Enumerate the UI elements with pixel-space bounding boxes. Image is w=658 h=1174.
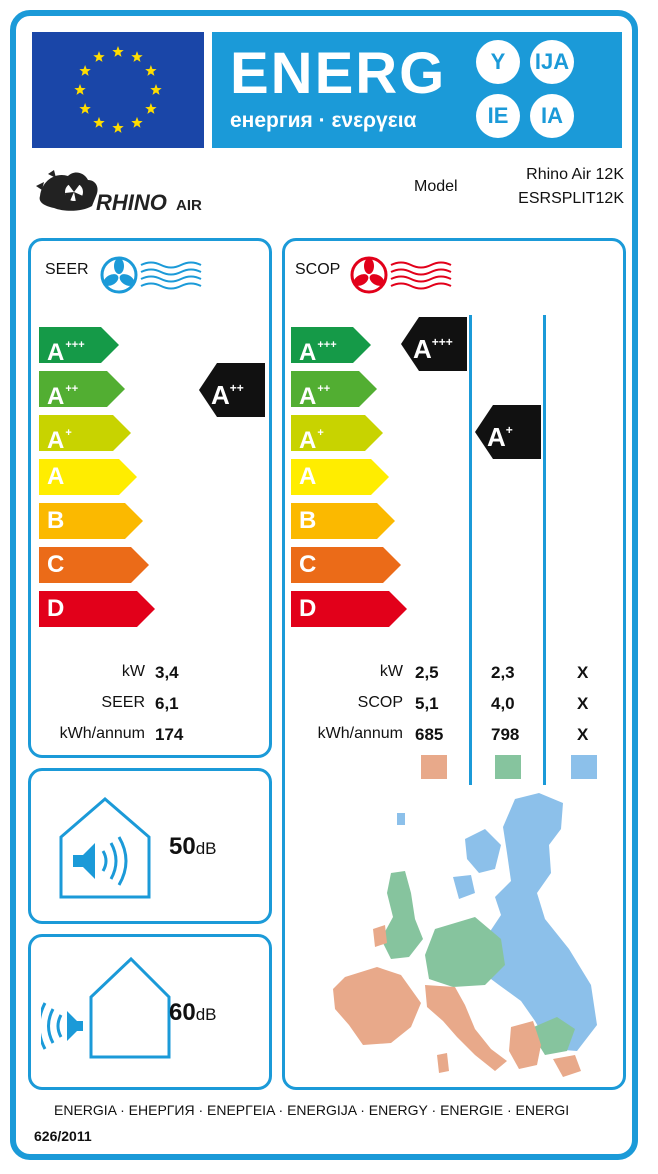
model-name: Rhino Air 12K — [526, 166, 624, 183]
scop-rating-arrow-warmer: A+++ — [401, 317, 467, 371]
cooling-fan-icon — [100, 256, 202, 294]
scop-class-bar: A+ — [291, 415, 383, 454]
scop-row-label: kWh/annum — [317, 725, 403, 742]
scop-class-label: A — [299, 463, 317, 490]
scop-class-label: A+++ — [299, 339, 337, 366]
seer-row-label: kWh/annum — [59, 725, 145, 742]
average-zone-swatch — [495, 755, 521, 779]
scop-row-value: 4,0 — [491, 694, 515, 713]
scop-class-bar: A+++ — [291, 327, 371, 366]
scop-class-bar: C — [291, 547, 401, 583]
model-label: Model — [414, 178, 458, 195]
seer-row-label: kW — [121, 663, 145, 680]
scop-row-label: kW — [379, 663, 403, 680]
warmer-zone-swatch — [421, 755, 447, 779]
svg-text:AIR: AIR — [176, 197, 202, 214]
model-code: ESRSPLIT12K — [518, 190, 624, 207]
lang-badge: Y — [476, 40, 520, 84]
outdoor-noise-panel: 60dB — [28, 934, 272, 1090]
energy-header: ENERG енергия · ενεργεια Y IJA IE IA — [212, 32, 622, 148]
indoor-noise-value: 50dB — [169, 833, 217, 860]
eu-star-icon — [131, 51, 143, 62]
seer-class-bar: C — [39, 547, 149, 583]
scop-class-label: A+ — [299, 427, 324, 454]
seer-row-value: 3,4 — [155, 663, 179, 682]
seer-row-label: SEER — [101, 694, 145, 711]
seer-row-value: 6,1 — [155, 694, 179, 713]
scop-row-value: 685 — [415, 725, 444, 744]
eu-flag-icon — [32, 32, 204, 148]
label-frame — [10, 10, 638, 1160]
rating-label: A++ — [211, 380, 244, 410]
scop-class-label: D — [299, 595, 317, 622]
seer-class-label: A+++ — [47, 339, 85, 366]
rating-label: A+++ — [413, 334, 453, 364]
scop-row-value: 5,1 — [415, 694, 439, 713]
lang-badge: IA — [530, 94, 574, 138]
eu-star-icon — [112, 122, 124, 133]
energy-title: ENERG — [230, 41, 447, 106]
scop-row-value: X — [577, 694, 589, 713]
heating-fan-icon — [350, 256, 452, 294]
seer-class-label: A — [47, 463, 65, 490]
eu-star-icon — [150, 84, 162, 95]
scop-class-label: B — [299, 507, 317, 534]
eu-star-icon — [93, 116, 105, 128]
seer-title: SEER — [45, 261, 89, 278]
energy-subtitle: енергия · ενεργεια — [230, 109, 417, 132]
seer-class-bar: B — [39, 503, 143, 539]
scop-class-bar: A — [291, 459, 389, 495]
seer-class-bar: A+ — [39, 415, 131, 454]
indoor-sound-house-icon — [59, 797, 151, 899]
footer-languages: ENERGIA · ЕНЕРГИЯ · ΕΝΕΡΓΕΙΑ · ENERGIJA … — [54, 1102, 570, 1118]
seer-class-label: B — [47, 507, 65, 534]
seer-class-bar: D — [39, 591, 155, 627]
indoor-noise-panel: 50dB — [28, 768, 272, 924]
brand-logo-text: RHINO — [96, 190, 167, 215]
seer-class-bar: A+++ — [39, 327, 119, 366]
scop-row-value: 2,5 — [415, 663, 439, 682]
eu-star-icon — [145, 65, 157, 76]
seer-rating-arrow: A++ — [199, 363, 265, 417]
scop-row-value: X — [577, 725, 589, 744]
eu-star-icon — [145, 103, 157, 114]
scop-class-label: A++ — [299, 383, 331, 410]
seer-class-label: A++ — [47, 383, 79, 410]
brand-logo: RHINO AIR — [34, 166, 234, 216]
scop-row-label: SCOP — [357, 694, 403, 711]
eu-star-icon — [112, 46, 124, 57]
eu-star-icon — [131, 116, 143, 128]
outdoor-sound-house-icon — [41, 956, 171, 1059]
lang-badge: IE — [476, 94, 520, 138]
scop-row-value: 798 — [491, 725, 520, 744]
outdoor-noise-value: 60dB — [169, 999, 217, 1026]
eu-star-icon — [79, 65, 91, 76]
eu-star-icon — [93, 51, 105, 62]
seer-class-bar: A — [39, 459, 137, 495]
seer-panel: SEER A+++ A++ A+ A B C D A++ kW 3,4 SEER 6,1 kWh/a… — [28, 238, 272, 758]
rating-label: A+ — [487, 422, 513, 452]
scop-class-bar: D — [291, 591, 407, 627]
europe-climate-map — [333, 793, 597, 1077]
scop-title: SCOP — [295, 261, 341, 278]
scop-class-bar: B — [291, 503, 395, 539]
zone-divider — [469, 315, 472, 785]
scop-panel: SCOP A+++ A++ A+ A B C D A+++ A+ kW 2,5 2,3 X SCOP… — [282, 238, 626, 1090]
eu-star-icon — [79, 103, 91, 114]
scop-row-value: X — [577, 663, 589, 682]
colder-zone-swatch — [571, 755, 597, 779]
eu-star-icon — [74, 84, 86, 95]
scop-row-value: 2,3 — [491, 663, 515, 682]
seer-class-bar: A++ — [39, 371, 125, 410]
scop-class-bar: A++ — [291, 371, 377, 410]
seer-class-label: C — [47, 551, 65, 578]
seer-class-label: D — [47, 595, 65, 622]
scop-class-label: C — [299, 551, 317, 578]
lang-badge: IJA — [530, 40, 574, 84]
seer-class-label: A+ — [47, 427, 72, 454]
zone-divider — [543, 315, 546, 785]
regulation-number: 626/2011 — [34, 1128, 92, 1144]
scop-rating-arrow-average: A+ — [475, 405, 541, 459]
seer-row-value: 174 — [155, 725, 184, 744]
